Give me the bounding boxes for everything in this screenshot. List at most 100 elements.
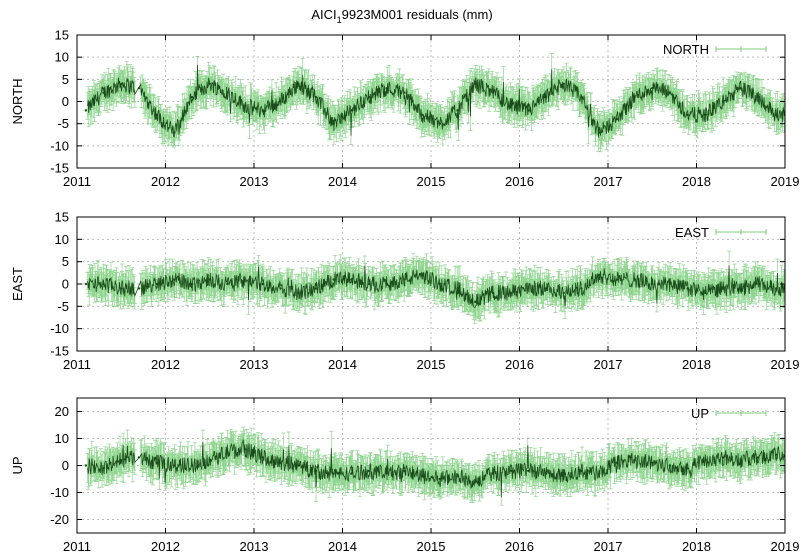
data-point xyxy=(403,91,406,94)
data-point xyxy=(739,458,742,462)
data-point xyxy=(774,453,778,456)
data-point xyxy=(509,104,512,108)
y-tick-label: 15 xyxy=(55,28,69,43)
data-point xyxy=(84,282,88,286)
dense-residuals xyxy=(85,426,785,506)
x-tick-label: 2014 xyxy=(328,357,357,372)
residual-trace xyxy=(87,265,785,308)
y-tick-label: 0 xyxy=(62,94,69,109)
data-point xyxy=(597,472,601,475)
data-point xyxy=(527,109,530,112)
data-point xyxy=(509,469,512,473)
data-point xyxy=(721,456,725,459)
data-point xyxy=(279,461,282,464)
data-point xyxy=(633,458,636,462)
data-point xyxy=(686,113,689,117)
data-point xyxy=(580,287,583,290)
data-point xyxy=(438,282,442,286)
data-point xyxy=(633,278,636,281)
data-point xyxy=(367,95,371,99)
data-point xyxy=(226,91,229,94)
data-point xyxy=(491,472,495,475)
data-point xyxy=(314,287,318,290)
data-point xyxy=(84,109,88,112)
x-tick-label: 2015 xyxy=(417,174,446,189)
data-point xyxy=(491,291,495,295)
data-point xyxy=(120,82,123,85)
data-point xyxy=(350,278,353,281)
data-point xyxy=(527,287,530,290)
data-point xyxy=(84,464,88,467)
x-tick-label: 2011 xyxy=(63,357,91,372)
data-point xyxy=(474,82,477,85)
panel-north: 2011 2012 2013 2014 2015 2016 2017 2018 2019 -15 -… xyxy=(10,28,799,190)
panel-up: 2011 2012 2013 2014 2015 2016 2017 2018 2019 -20 -… xyxy=(10,397,799,554)
data-point xyxy=(721,287,725,290)
data-point xyxy=(314,469,318,473)
data-point xyxy=(757,456,760,459)
data-points xyxy=(84,82,778,134)
error-bars xyxy=(85,53,785,153)
x-tick-label: 2017 xyxy=(594,174,623,189)
y-tick-label: 10 xyxy=(55,50,69,65)
data-point xyxy=(226,450,229,454)
x-tick-label: 2019 xyxy=(771,174,800,189)
data-point xyxy=(102,91,105,94)
data-point xyxy=(544,95,548,99)
x-tick-label: 2019 xyxy=(771,357,800,372)
data-point xyxy=(704,291,707,295)
panels: 2011 2012 2013 2014 2015 2016 2017 2018 2019-15-… xyxy=(10,28,799,555)
data-point xyxy=(403,469,406,473)
data-point xyxy=(774,287,778,290)
data-point xyxy=(580,469,583,473)
data-point xyxy=(527,469,530,473)
y-tick-label: 10 xyxy=(55,431,69,446)
data-point xyxy=(297,291,300,295)
data-point xyxy=(190,95,194,99)
x-tick-label: 2018 xyxy=(682,174,711,189)
data-point xyxy=(297,82,300,85)
data-point xyxy=(261,282,265,286)
data-point xyxy=(562,291,565,295)
data-point xyxy=(651,87,654,90)
data-point xyxy=(668,464,672,467)
data-point xyxy=(190,464,194,467)
data-point xyxy=(385,472,388,475)
data-point xyxy=(668,91,672,94)
data-point xyxy=(420,475,424,478)
data-point xyxy=(208,82,211,85)
data-point xyxy=(704,113,707,117)
data-point xyxy=(474,300,477,304)
data-point xyxy=(332,472,335,475)
y-tick-label: 15 xyxy=(55,210,69,225)
figure-title: AICI19923M001 residuals (mm) xyxy=(311,7,492,25)
x-tick-label: 2014 xyxy=(328,539,357,554)
data-point xyxy=(120,458,123,462)
data-point xyxy=(774,113,778,117)
data-point xyxy=(721,100,725,103)
y-tick-label: -5 xyxy=(57,299,69,314)
data-point xyxy=(173,278,176,281)
x-tick-label: 2018 xyxy=(682,357,711,372)
data-point xyxy=(474,480,477,483)
x-tick-label: 2018 xyxy=(682,539,711,554)
y-tick-label: -5 xyxy=(57,116,69,131)
data-point xyxy=(297,464,300,467)
y-tick-label: -15 xyxy=(50,161,69,176)
data-point xyxy=(456,109,459,112)
data-point xyxy=(367,282,371,286)
x-tick-label: 2016 xyxy=(505,174,534,189)
y-tick-label: -10 xyxy=(50,485,69,500)
legend-label: NORTH xyxy=(663,42,709,57)
data-point xyxy=(704,458,707,462)
data-points xyxy=(84,448,778,483)
data-point xyxy=(739,87,742,90)
x-tick-label: 2015 xyxy=(417,539,446,554)
data-point xyxy=(155,113,158,117)
data-point xyxy=(332,122,335,125)
x-tick-label: 2011 xyxy=(63,174,91,189)
figure-title-rest: 9923M001 residuals (mm) xyxy=(342,7,493,22)
data-point xyxy=(137,287,141,290)
dense-residuals xyxy=(85,250,785,325)
data-point xyxy=(438,477,442,481)
